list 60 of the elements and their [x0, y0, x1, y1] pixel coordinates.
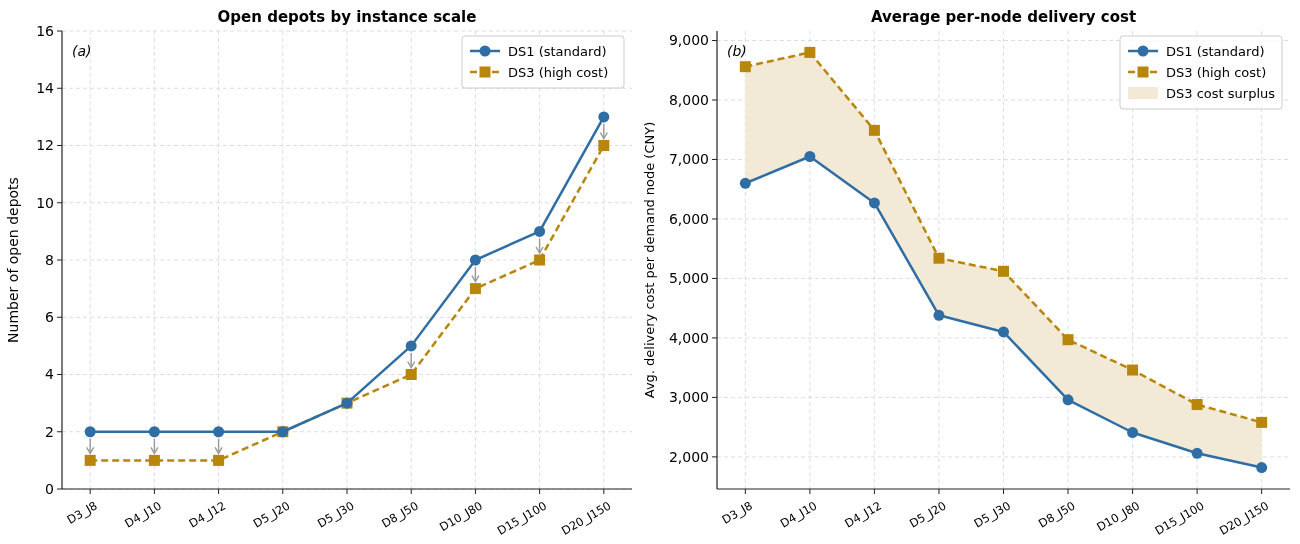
y-tick-label: 9,000 [668, 32, 709, 49]
legend-label: DS1 (standard) [1166, 43, 1265, 59]
y-tick-label: 8 [45, 251, 54, 268]
point [739, 177, 751, 189]
chart-title: Average per-node delivery cost [870, 8, 1137, 26]
y-tick-label: 7,000 [668, 151, 709, 168]
point [405, 340, 417, 352]
y-tick-label: 2 [45, 423, 54, 440]
point [598, 140, 610, 151]
point [598, 111, 610, 123]
point [739, 61, 751, 73]
point [933, 309, 945, 321]
point [1127, 426, 1139, 438]
point [868, 197, 880, 209]
y-tick-label: 12 [36, 137, 54, 154]
point [213, 454, 225, 466]
point [148, 454, 160, 466]
y-tick-label: 8,000 [668, 91, 709, 108]
point [1191, 447, 1203, 459]
y-tick-label: 3,000 [668, 389, 709, 406]
point [1127, 364, 1139, 376]
point [933, 252, 945, 264]
y-tick-label: 16 [36, 22, 55, 39]
point [1062, 394, 1074, 406]
point [1256, 416, 1268, 428]
point [469, 254, 481, 266]
point [84, 454, 96, 466]
y-axis-title: Avg. delivery cost per demand node (CNY) [642, 121, 657, 399]
point [534, 254, 546, 266]
point [469, 283, 481, 295]
point [1256, 462, 1268, 474]
legend-label: DS1 (standard) [508, 43, 607, 59]
y-tick-label: 5,000 [668, 270, 709, 287]
annotation: (b) [727, 43, 747, 59]
y-tick-label: 14 [36, 80, 55, 97]
legend-label: DS3 (high cost) [508, 64, 609, 80]
y-tick-label: 0 [45, 480, 54, 497]
y-tick-label: 10 [36, 194, 54, 211]
y-tick-label: 4,000 [668, 329, 709, 346]
y-axis-title: Number of open depots [5, 177, 21, 343]
point [868, 124, 880, 136]
y-tick-label: 6,000 [668, 210, 709, 227]
point [998, 265, 1009, 277]
point [804, 151, 816, 162]
chart-title: Open depots by instance scale [217, 8, 477, 26]
y-tick-label: 6 [45, 309, 55, 326]
point [148, 426, 160, 438]
y-tick-label: 2,000 [668, 448, 709, 465]
point [804, 46, 816, 58]
point [1062, 334, 1074, 346]
point [998, 326, 1009, 338]
y-tick-label: 4 [45, 366, 55, 383]
point [213, 426, 225, 438]
point [1191, 399, 1203, 411]
point [534, 225, 546, 237]
point [84, 426, 96, 438]
legend-label: DS3 (high cost) [1166, 64, 1267, 80]
legend-label: DS3 cost surplus [1166, 85, 1276, 101]
point [405, 369, 417, 380]
annotation: (a) [72, 43, 92, 59]
